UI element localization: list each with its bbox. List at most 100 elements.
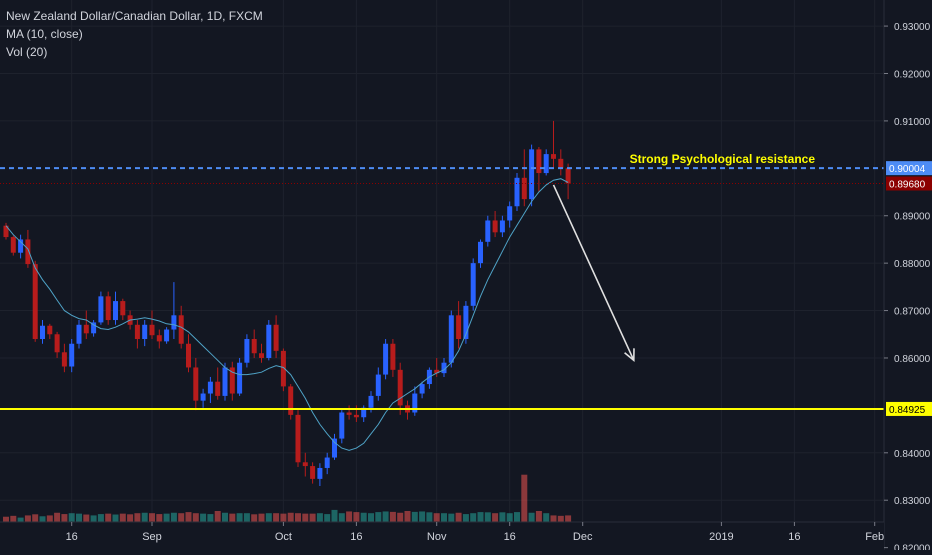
arrow[interactable] [552, 184, 635, 361]
price-tick-label: 0.89000 [894, 212, 931, 223]
volume-bar [397, 512, 404, 522]
price-tick-label: 0.83000 [894, 496, 931, 507]
candle-body [361, 407, 367, 418]
price-axis[interactable]: 0.93000 0.92000 0.91000 0.89000 0.88000 0.870… [883, 0, 932, 555]
price-tick-label: 0.93000 [894, 22, 931, 33]
candle-body [259, 353, 264, 358]
ma-legend: MA (10, close) [6, 27, 83, 41]
volume-bar [127, 514, 134, 522]
time-tick-label: Dec [573, 531, 593, 543]
volume-bar [90, 515, 97, 522]
volume-bar [170, 512, 177, 522]
volume-bar [477, 512, 484, 522]
volume-bar [68, 513, 75, 522]
candle-body [237, 362, 243, 394]
price-tick-label: 0.82000 [894, 544, 931, 550]
candle-body [346, 412, 352, 415]
candle-body [441, 362, 447, 374]
volume-bar [535, 511, 542, 522]
volume-bar [149, 513, 155, 522]
time-tick-label: Sep [142, 531, 162, 543]
volume-bar [411, 511, 418, 522]
candles [3, 120, 571, 486]
volume-bar [550, 515, 557, 522]
candle-body [178, 315, 184, 344]
volume-bar [39, 516, 46, 522]
candle-body [149, 324, 155, 336]
grid [0, 0, 884, 549]
candle-body [368, 395, 374, 408]
candle-body [193, 367, 199, 401]
price-tick-label: 0.88000 [894, 259, 931, 270]
candle-body [76, 324, 82, 344]
candle-body [521, 177, 527, 200]
volume-bar [54, 512, 61, 522]
price-tick-label: 0.92000 [894, 69, 931, 80]
price-tick-label: 0.87000 [894, 307, 931, 318]
volume-bar [462, 514, 469, 522]
candle-body [69, 343, 75, 367]
volume-bar [3, 516, 9, 522]
candle-body [339, 412, 345, 439]
candle-body [302, 462, 308, 467]
candle-body [91, 322, 97, 334]
price-badge-last_price [886, 176, 932, 191]
vol-legend: Vol (20) [6, 45, 48, 59]
candle-body [273, 324, 279, 351]
volume-bar [163, 513, 170, 522]
volume-bar [389, 511, 396, 522]
candle-body [456, 315, 462, 340]
time-tick-label: Feb [865, 531, 884, 543]
price-badge-label-resistance: 0.90004 [889, 164, 926, 175]
candle-body [207, 381, 213, 394]
candle-body [543, 154, 549, 174]
candle-body [383, 343, 389, 375]
volume-bar [316, 513, 323, 522]
price-tick-label: 0.86000 [894, 354, 931, 365]
volume-bar [32, 514, 39, 522]
volume-bar [433, 513, 440, 522]
volume-bar [353, 512, 360, 522]
volume-bar [156, 514, 163, 522]
volume-bar [360, 512, 367, 522]
volume-bar [514, 512, 520, 522]
time-tick-label: Nov [427, 531, 447, 543]
volume-bar [338, 513, 345, 522]
volume-bar [426, 512, 433, 522]
candle-body [353, 414, 359, 418]
time-axis[interactable]: 16 Sep Oct 16 Nov 16 Dec 2019 16 Feb [0, 521, 884, 550]
candle-body [397, 369, 403, 406]
volume-bar [324, 514, 331, 522]
candle-body [113, 301, 118, 321]
candle-body [280, 350, 286, 387]
candle-body [565, 168, 571, 184]
price-badge-label-support: 0.84925 [889, 405, 926, 416]
volume-bar [484, 512, 491, 522]
volume-bar [441, 513, 447, 522]
price-badge-resistance [886, 161, 932, 176]
volume-bar [185, 512, 192, 522]
volume-bar [83, 514, 90, 522]
candle-body [551, 154, 556, 159]
volume-bar [448, 513, 455, 522]
volume-bar [207, 514, 214, 522]
candle-body [558, 158, 564, 169]
candle-body [478, 241, 483, 264]
candle-body [3, 225, 9, 238]
volume-bar [17, 517, 24, 522]
annotation-text[interactable]: Strong Psychological resistance [630, 152, 816, 166]
candle-body [536, 149, 542, 174]
arrow-head [624, 348, 635, 362]
price-tick-label: 0.91000 [894, 117, 931, 128]
candle-body [295, 414, 301, 463]
volume-bar [470, 513, 477, 522]
volume-bar [492, 513, 499, 522]
horizontal-lines[interactable] [0, 167, 884, 410]
volume-bar [24, 515, 31, 522]
candle-body [514, 177, 520, 207]
volume-bar [521, 474, 528, 522]
time-axis-bg [0, 522, 884, 550]
candle-body [375, 374, 381, 396]
